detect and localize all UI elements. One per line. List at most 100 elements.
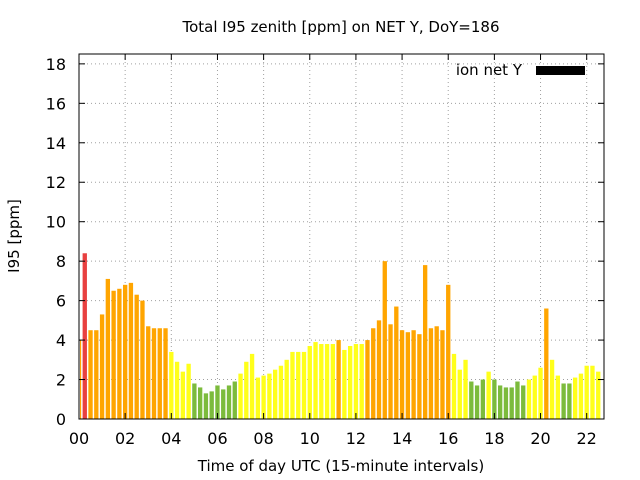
bar (232, 381, 237, 419)
bar (480, 379, 486, 419)
bar (376, 320, 382, 419)
bar (221, 389, 226, 419)
x-tick-label: 18 (484, 429, 504, 448)
bar (267, 373, 272, 419)
x-tick-label: 08 (253, 429, 273, 448)
bar (284, 359, 289, 419)
bar (324, 344, 330, 419)
bar (457, 369, 462, 419)
bar (122, 284, 128, 419)
y-tick-label: 2 (56, 371, 66, 390)
y-axis-label: I95 [ppm] (5, 199, 23, 273)
bar (417, 334, 422, 419)
bar (82, 253, 87, 419)
bar (111, 290, 116, 419)
x-tick-label: 10 (300, 429, 320, 448)
bar (197, 387, 203, 419)
bar (244, 361, 249, 419)
bar (180, 371, 186, 419)
x-tick-label: 22 (577, 429, 597, 448)
y-tick-label: 16 (46, 94, 66, 113)
bar (590, 365, 595, 419)
bar (249, 353, 255, 419)
x-tick-label: 04 (161, 429, 181, 448)
bar (469, 381, 474, 419)
plot-frame (78, 53, 605, 420)
bar (307, 346, 312, 419)
bar (549, 359, 555, 419)
bar (94, 330, 99, 419)
bar (486, 371, 491, 419)
bar (526, 379, 532, 419)
bar (405, 332, 411, 419)
y-tick-label: 0 (56, 410, 66, 429)
y-tick-label: 18 (46, 55, 66, 74)
bar (278, 365, 284, 419)
bar (503, 387, 509, 419)
bar (492, 379, 497, 419)
bar (365, 340, 370, 419)
bar (428, 328, 434, 419)
legend: ion net Y (456, 61, 585, 79)
bar (209, 391, 214, 419)
bar (584, 365, 589, 419)
bar (140, 300, 145, 419)
bar (411, 330, 416, 419)
bar (532, 375, 537, 419)
bar (382, 261, 387, 419)
legend-label: ion net Y (456, 61, 523, 79)
x-tick-label: 12 (346, 429, 366, 448)
bar (290, 351, 295, 419)
bar (99, 314, 105, 419)
bar (509, 387, 514, 419)
y-tick-label: 12 (46, 173, 66, 192)
bar (163, 328, 168, 419)
legend-swatch (536, 66, 585, 75)
bar (336, 340, 341, 419)
bar (578, 373, 584, 419)
bar (261, 375, 266, 419)
bar (226, 385, 232, 419)
bar (301, 351, 307, 419)
bar (192, 383, 197, 419)
bar (255, 377, 261, 419)
x-tick-label: 06 (207, 429, 227, 448)
y-tick-label: 14 (46, 134, 66, 153)
bar (105, 278, 111, 419)
y-tick-label: 10 (46, 213, 66, 232)
y-tick-label: 6 (56, 292, 66, 311)
y-tick-label: 8 (56, 252, 66, 271)
x-tick-label: 20 (530, 429, 550, 448)
bar (353, 344, 359, 419)
bar (174, 361, 180, 419)
bar (347, 346, 353, 419)
bar (521, 385, 526, 419)
bar (169, 351, 174, 419)
bar (474, 385, 480, 419)
bar (544, 308, 549, 419)
bar (313, 342, 318, 419)
bar (555, 375, 561, 419)
bar (596, 371, 601, 419)
bar (538, 367, 543, 419)
bar (440, 330, 445, 419)
bar (330, 344, 336, 419)
bar (572, 377, 578, 419)
bar (451, 353, 457, 419)
bar (319, 344, 324, 419)
bar (394, 306, 399, 419)
bars-group (80, 253, 601, 419)
bar (567, 383, 572, 419)
x-tick-label: 00 (69, 429, 89, 448)
bar (399, 330, 405, 419)
bar (388, 324, 393, 419)
bar (151, 328, 157, 419)
bar (296, 351, 301, 419)
bar (561, 383, 566, 419)
y-tick-label: 4 (56, 331, 66, 350)
chart-title: Total I95 zenith [ppm] on NET Y, DoY=186 (181, 18, 499, 36)
bar (128, 282, 134, 419)
bar (88, 330, 93, 419)
